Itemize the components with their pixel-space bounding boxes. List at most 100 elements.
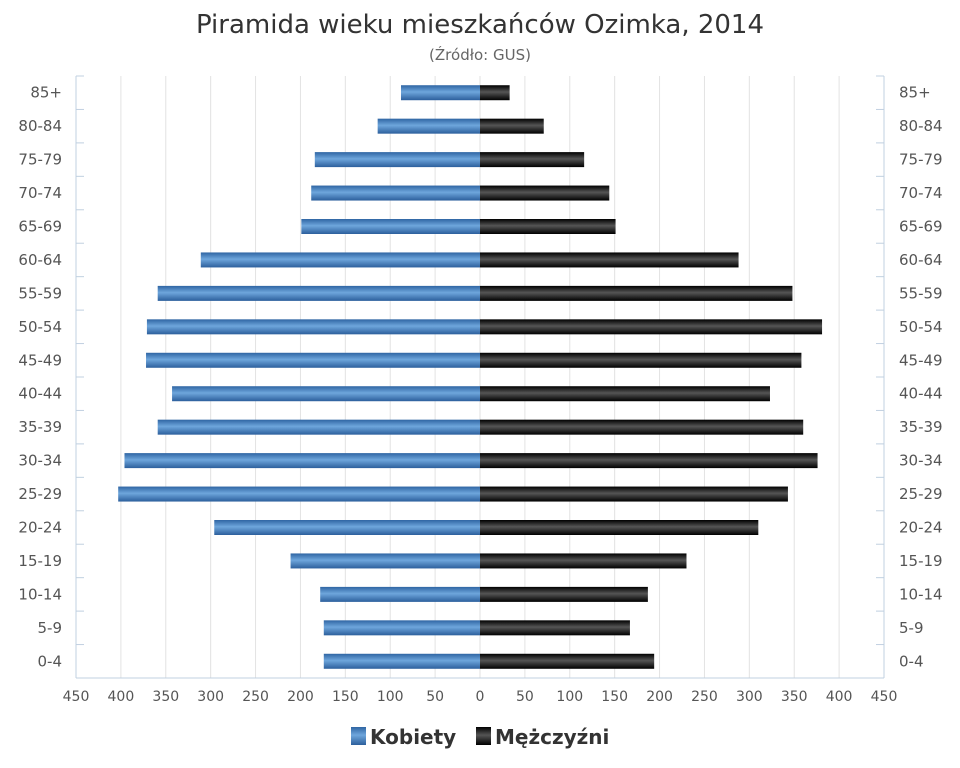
category-label-right: 80-84 <box>899 117 943 135</box>
bar-male-30-34[interactable] <box>480 453 818 469</box>
bar-female-20-24[interactable] <box>214 520 480 535</box>
category-label-right: 5-9 <box>899 619 924 637</box>
bar-female-65-69[interactable] <box>301 219 480 234</box>
bar-male-65-69[interactable] <box>480 219 616 234</box>
bar-male-75-79[interactable] <box>480 152 585 168</box>
category-label-left: 35-39 <box>18 418 62 436</box>
category-label-left: 45-49 <box>18 351 62 369</box>
category-label-right: 75-79 <box>899 151 943 169</box>
grid <box>75 75 885 679</box>
bar-female-15-19[interactable] <box>290 553 480 569</box>
category-label-right: 20-24 <box>899 519 943 537</box>
category-label-left: 80-84 <box>18 117 62 135</box>
category-label-left: 15-19 <box>18 552 62 570</box>
bar-male-50-54[interactable] <box>480 319 823 335</box>
bar-male-25-29[interactable] <box>480 486 788 502</box>
bar-female-85+[interactable] <box>400 85 480 101</box>
legend-label-mezczyzni[interactable]: Mężczyźni <box>495 725 609 749</box>
chart-title: Piramida wieku mieszkańców Ozimka, 2014 <box>196 10 764 40</box>
category-label-left: 50-54 <box>18 318 62 336</box>
category-label-right: 60-64 <box>899 251 943 269</box>
bar-female-10-14[interactable] <box>320 586 480 602</box>
category-label-right: 0-4 <box>899 652 924 670</box>
x-axis-ticks: 450 400 350 300 250 200 150 100 50 0 50 100 150 200 25… <box>63 689 898 705</box>
legend-swatch-mezczyzni[interactable] <box>476 727 491 745</box>
bar-female-0-4[interactable] <box>323 653 480 669</box>
bar-male-20-24[interactable] <box>480 520 759 535</box>
legend-swatch-kobiety[interactable] <box>351 727 366 745</box>
category-label-left: 75-79 <box>18 151 62 169</box>
x-tick-label: 50 <box>426 689 444 705</box>
x-tick-label: 300 <box>736 689 763 705</box>
bar-male-55-59[interactable] <box>480 285 793 301</box>
category-label-right: 85+ <box>899 84 931 102</box>
x-tick-label: 400 <box>826 689 853 705</box>
bar-female-45-49[interactable] <box>146 352 480 368</box>
bar-male-85+[interactable] <box>480 85 510 101</box>
x-tick-label: 200 <box>646 689 673 705</box>
category-label-left: 60-64 <box>18 251 62 269</box>
x-tick-label: 450 <box>63 689 90 705</box>
x-tick-label: 150 <box>332 689 359 705</box>
bar-female-60-64[interactable] <box>200 252 480 268</box>
legend[interactable]: Kobiety Mężczyźni <box>351 725 609 749</box>
bar-female-50-54[interactable] <box>146 319 480 335</box>
x-tick-label: 350 <box>152 689 179 705</box>
category-label-left: 55-59 <box>18 284 62 302</box>
bar-male-10-14[interactable] <box>480 586 648 602</box>
bar-male-60-64[interactable] <box>480 252 739 268</box>
category-labels: 85+ 85+ 80-84 80-84 75-79 75-79 70-74 70-74 65-6… <box>18 84 942 671</box>
x-tick-label: 100 <box>377 689 404 705</box>
category-label-left: 25-29 <box>18 485 62 503</box>
category-label-left: 5-9 <box>38 619 63 637</box>
category-label-left: 10-14 <box>18 585 62 603</box>
x-tick-label: 450 <box>871 689 898 705</box>
category-label-right: 70-74 <box>899 184 943 202</box>
category-label-right: 50-54 <box>899 318 943 336</box>
x-tick-label: 50 <box>516 689 534 705</box>
chart-subtitle: (Źródło: GUS) <box>429 45 531 64</box>
bars <box>118 85 823 669</box>
category-label-right: 35-39 <box>899 418 943 436</box>
x-tick-label: 0 <box>476 689 485 705</box>
category-label-right: 15-19 <box>899 552 943 570</box>
category-label-left: 20-24 <box>18 519 62 537</box>
bar-female-30-34[interactable] <box>124 453 480 469</box>
bar-male-0-4[interactable] <box>480 653 655 669</box>
bar-male-40-44[interactable] <box>480 386 770 402</box>
category-label-right: 30-34 <box>899 452 943 470</box>
x-tick-label: 400 <box>108 689 135 705</box>
x-tick-label: 100 <box>556 689 583 705</box>
x-tick-label: 300 <box>197 689 224 705</box>
category-label-right: 45-49 <box>899 351 943 369</box>
bar-female-25-29[interactable] <box>118 486 480 502</box>
x-tick-label: 150 <box>601 689 628 705</box>
bar-female-55-59[interactable] <box>157 285 480 301</box>
bar-female-35-39[interactable] <box>157 419 480 435</box>
category-label-right: 65-69 <box>899 218 943 236</box>
category-label-left: 30-34 <box>18 452 62 470</box>
category-label-left: 85+ <box>30 84 62 102</box>
x-tick-label: 200 <box>287 689 314 705</box>
category-label-right: 55-59 <box>899 284 943 302</box>
x-tick-label: 350 <box>781 689 808 705</box>
category-label-left: 65-69 <box>18 218 62 236</box>
bar-male-70-74[interactable] <box>480 185 610 201</box>
bar-male-45-49[interactable] <box>480 352 802 368</box>
bar-female-40-44[interactable] <box>172 386 480 402</box>
bar-male-80-84[interactable] <box>480 118 544 134</box>
category-label-left: 40-44 <box>18 385 62 403</box>
legend-label-kobiety[interactable]: Kobiety <box>370 725 456 749</box>
bar-male-15-19[interactable] <box>480 553 687 569</box>
bar-female-70-74[interactable] <box>311 185 480 201</box>
category-label-left: 70-74 <box>18 184 62 202</box>
x-tick-label: 250 <box>242 689 269 705</box>
bar-male-5-9[interactable] <box>480 620 630 636</box>
bar-female-5-9[interactable] <box>323 620 480 636</box>
bar-female-80-84[interactable] <box>377 118 480 134</box>
bar-female-75-79[interactable] <box>314 152 480 168</box>
bar-male-35-39[interactable] <box>480 419 804 435</box>
category-label-right: 40-44 <box>899 385 943 403</box>
category-label-left: 0-4 <box>38 652 63 670</box>
